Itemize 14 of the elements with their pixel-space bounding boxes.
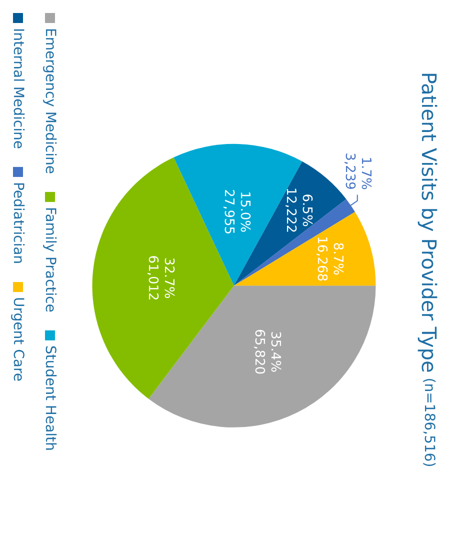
legend-label: Internal Medicine — [10, 28, 26, 149]
legend-label: Emergency Medicine — [42, 28, 58, 174]
legend-label: Pediatrician — [10, 182, 26, 264]
data-label: 1.7% 3,239 — [342, 152, 373, 190]
data-label: 8.7% 16,268 — [314, 236, 346, 282]
legend-label: Family Practice — [42, 206, 58, 312]
data-label: 35.4% 65,820 — [251, 329, 282, 375]
legend-label: Urgent Care — [10, 297, 26, 382]
legend-label: Student Health — [42, 345, 58, 451]
data-label: 6.5% 12,222 — [283, 188, 314, 234]
data-label: 32.7% 61,012 — [145, 255, 176, 301]
data-label: 15.0% 27,955 — [220, 189, 252, 235]
text: Patient Visits by Provider Type — [417, 72, 441, 373]
text: (n=186,516) — [421, 378, 437, 468]
